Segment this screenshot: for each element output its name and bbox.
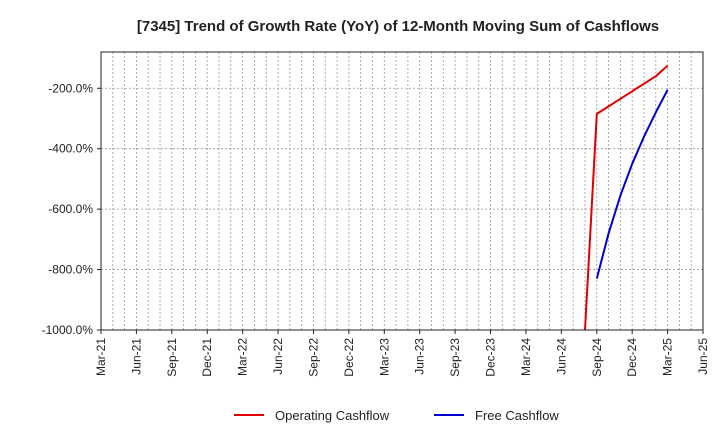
y-tick-label: -200.0% <box>48 81 93 95</box>
x-tick-label: Dec-23 <box>484 338 498 377</box>
plot-frame <box>100 51 704 331</box>
chart-title: [7345] Trend of Growth Rate (YoY) of 12-… <box>137 18 659 35</box>
x-tick-label: Jun-22 <box>271 338 285 375</box>
plot-series <box>584 64 669 331</box>
y-tick-label: -800.0% <box>48 263 93 277</box>
x-tick-label: Mar-24 <box>519 338 533 376</box>
x-tick-label: Dec-21 <box>200 338 214 377</box>
legend: Operating Cashflow Free Cashflow <box>234 408 559 423</box>
x-tick-label: Jun-24 <box>554 338 568 375</box>
x-tick-label: Sep-23 <box>448 338 462 377</box>
y-tick-label: -400.0% <box>48 142 93 156</box>
x-tick-label: Dec-22 <box>342 338 356 377</box>
x-tick-label: Sep-24 <box>590 338 604 377</box>
x-tick-label: Mar-25 <box>661 338 675 376</box>
y-axis-ticks: -200.0% -400.0% -600.0% -800.0% -1000.0% <box>42 81 101 337</box>
x-axis-ticks: Mar-21 Jun-21 Sep-21 Dec-21 Mar-22 Jun-22 Sep-… <box>94 330 710 377</box>
x-tick-label: Sep-22 <box>306 338 320 377</box>
y-tick-label: -1000.0% <box>42 323 94 337</box>
x-tick-label: Jun-25 <box>696 338 710 375</box>
x-tick-label: Jun-23 <box>413 338 427 375</box>
series-line <box>584 64 669 331</box>
legend-label: Operating Cashflow <box>275 408 390 423</box>
x-tick-label: Jun-21 <box>129 338 143 375</box>
x-tick-label: Dec-24 <box>625 338 639 377</box>
x-tick-label: Mar-23 <box>377 338 391 376</box>
x-tick-label: Mar-21 <box>94 338 108 376</box>
x-tick-label: Mar-22 <box>236 338 250 376</box>
grid <box>100 52 704 331</box>
series-line <box>595 89 669 279</box>
x-tick-label: Sep-21 <box>165 338 179 377</box>
legend-label: Free Cashflow <box>475 408 559 423</box>
y-tick-label: -600.0% <box>48 202 93 216</box>
